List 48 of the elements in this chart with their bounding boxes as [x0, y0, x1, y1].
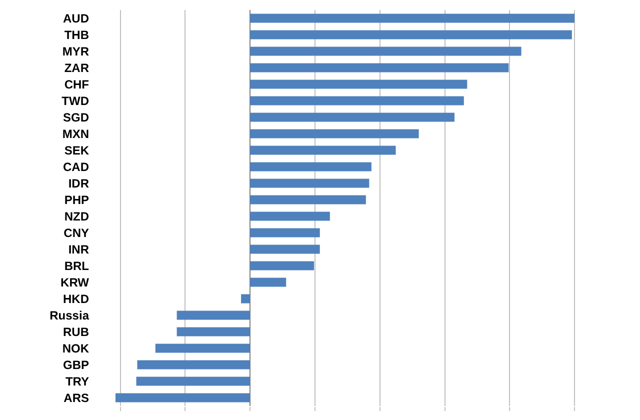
y-tick-label: TWD	[62, 94, 90, 108]
y-tick-label: CAD	[63, 160, 90, 174]
bar	[250, 195, 366, 204]
y-tick-label: ZAR	[64, 60, 90, 75]
bar	[176, 310, 250, 320]
y-tick-label: RUB	[63, 324, 90, 339]
y-tick-label: IDR	[68, 176, 90, 190]
y-tick-label: NOK	[62, 341, 90, 356]
bar	[250, 46, 522, 56]
bar	[250, 112, 454, 122]
y-tick-label: PHP	[64, 192, 89, 207]
y-tick-label: KRW	[60, 275, 90, 290]
y-tick-label: SGD	[62, 110, 90, 124]
bar	[116, 393, 250, 402]
y-tick-label: THB	[64, 28, 90, 42]
bar	[241, 294, 250, 304]
y-tick-label: CNY	[64, 226, 89, 240]
y-tick-label: INR	[68, 242, 90, 256]
y-tick-label: MYR	[62, 44, 90, 58]
bar	[250, 96, 464, 106]
bar	[176, 327, 250, 336]
y-tick-label: TRY	[65, 374, 89, 388]
y-tick-label: Russia	[50, 308, 90, 322]
y-tick-label: ARS	[64, 390, 89, 405]
bar	[250, 244, 320, 254]
bar	[250, 228, 320, 238]
bar	[250, 261, 314, 270]
y-tick-label: MXN	[62, 126, 89, 141]
y-tick-label: GBP	[62, 358, 89, 372]
bar	[136, 376, 250, 386]
bar	[250, 80, 468, 89]
bar	[250, 278, 286, 287]
bar	[137, 360, 250, 370]
bar	[250, 178, 370, 188]
bar	[250, 14, 574, 23]
bar	[250, 146, 396, 155]
y-tick-label: SEK	[64, 143, 90, 158]
bar	[250, 129, 419, 138]
bar	[155, 344, 250, 353]
bar	[250, 63, 509, 72]
y-tick-label: NZD	[64, 209, 90, 224]
y-tick-label: HKD	[63, 292, 90, 306]
y-tick-label: CHF	[64, 77, 89, 92]
bar	[250, 30, 572, 40]
y-tick-label: BRL	[64, 258, 89, 273]
bar	[250, 162, 372, 172]
bar	[250, 212, 330, 221]
y-tick-label: AUD	[63, 11, 90, 26]
